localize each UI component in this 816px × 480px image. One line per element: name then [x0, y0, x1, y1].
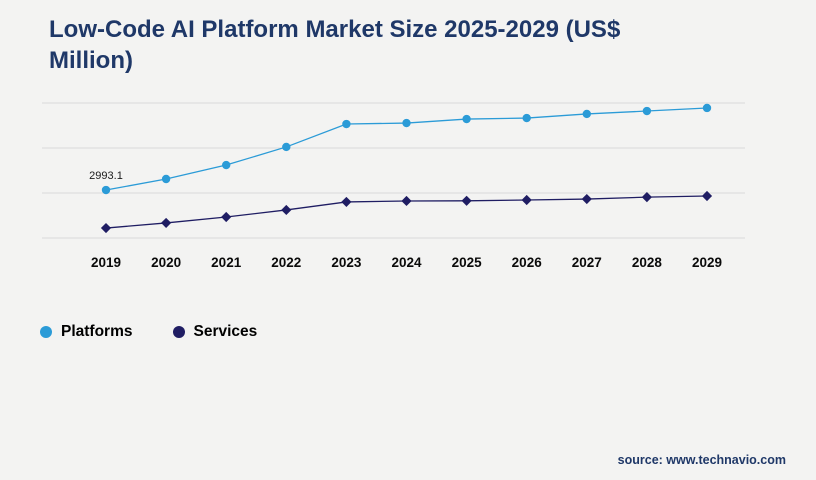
- legend-item-platforms: Platforms: [40, 323, 133, 341]
- data-point-marker-icon: [402, 118, 411, 128]
- data-point-marker-icon: [702, 103, 712, 113]
- data-point-marker-icon: [641, 192, 652, 203]
- data-label: 2993.1: [89, 170, 123, 182]
- x-axis-label: 2026: [512, 255, 543, 270]
- gridlines: [42, 102, 745, 239]
- data-point-marker-icon: [582, 109, 591, 119]
- line-chart: 2993.1 2019 2020 2021 2022 2023 2024 2025 2026 20…: [0, 95, 816, 285]
- legend-marker-icon: [40, 326, 52, 338]
- legend-label: Platforms: [61, 323, 133, 340]
- x-axis-label: 2021: [211, 255, 242, 270]
- data-point-marker-icon: [101, 185, 111, 195]
- legend-marker-icon: [172, 326, 185, 338]
- data-point-marker-icon: [581, 193, 592, 205]
- data-point-marker-icon: [342, 119, 351, 129]
- data-point-marker-icon: [282, 142, 291, 152]
- x-axis-label: 2020: [151, 255, 181, 270]
- data-point-marker-icon: [521, 194, 532, 206]
- source-attribution: source: www.technavio.com: [617, 453, 786, 467]
- x-axis-label: 2029: [692, 255, 722, 270]
- series-services: [100, 190, 713, 234]
- x-axis-label: 2025: [452, 255, 483, 270]
- chart-legend: Platforms Services: [40, 323, 257, 341]
- data-point-marker-icon: [461, 195, 472, 206]
- series-platforms: [101, 103, 712, 195]
- x-axis-label: 2028: [632, 255, 663, 270]
- data-point-marker-icon: [401, 195, 412, 207]
- data-point-marker-icon: [100, 222, 112, 234]
- data-point-marker-icon: [341, 196, 352, 208]
- data-point-marker-icon: [161, 217, 172, 229]
- x-axis-label: 2019: [91, 255, 121, 270]
- legend-label: Services: [193, 323, 258, 340]
- x-axis-label: 2022: [271, 255, 301, 270]
- data-point-marker-icon: [281, 204, 292, 216]
- data-point-marker-icon: [642, 106, 652, 116]
- data-point-marker-icon: [221, 211, 232, 223]
- data-point-marker-icon: [222, 160, 231, 170]
- data-point-marker-icon: [701, 190, 713, 202]
- x-axis-label: 2027: [572, 255, 602, 270]
- data-point-marker-icon: [161, 174, 171, 184]
- legend-item-services: Services: [172, 323, 258, 341]
- data-point-marker-icon: [522, 113, 531, 123]
- chart-title: Low-Code AI Platform Market Size 2025-20…: [49, 16, 621, 75]
- data-point-marker-icon: [462, 114, 471, 124]
- x-axis-label: 2023: [331, 255, 362, 270]
- x-axis-labels: 2019 2020 2021 2022 2023 2024 2025 2026 2027 2028…: [91, 255, 722, 270]
- x-axis-label: 2024: [391, 255, 422, 270]
